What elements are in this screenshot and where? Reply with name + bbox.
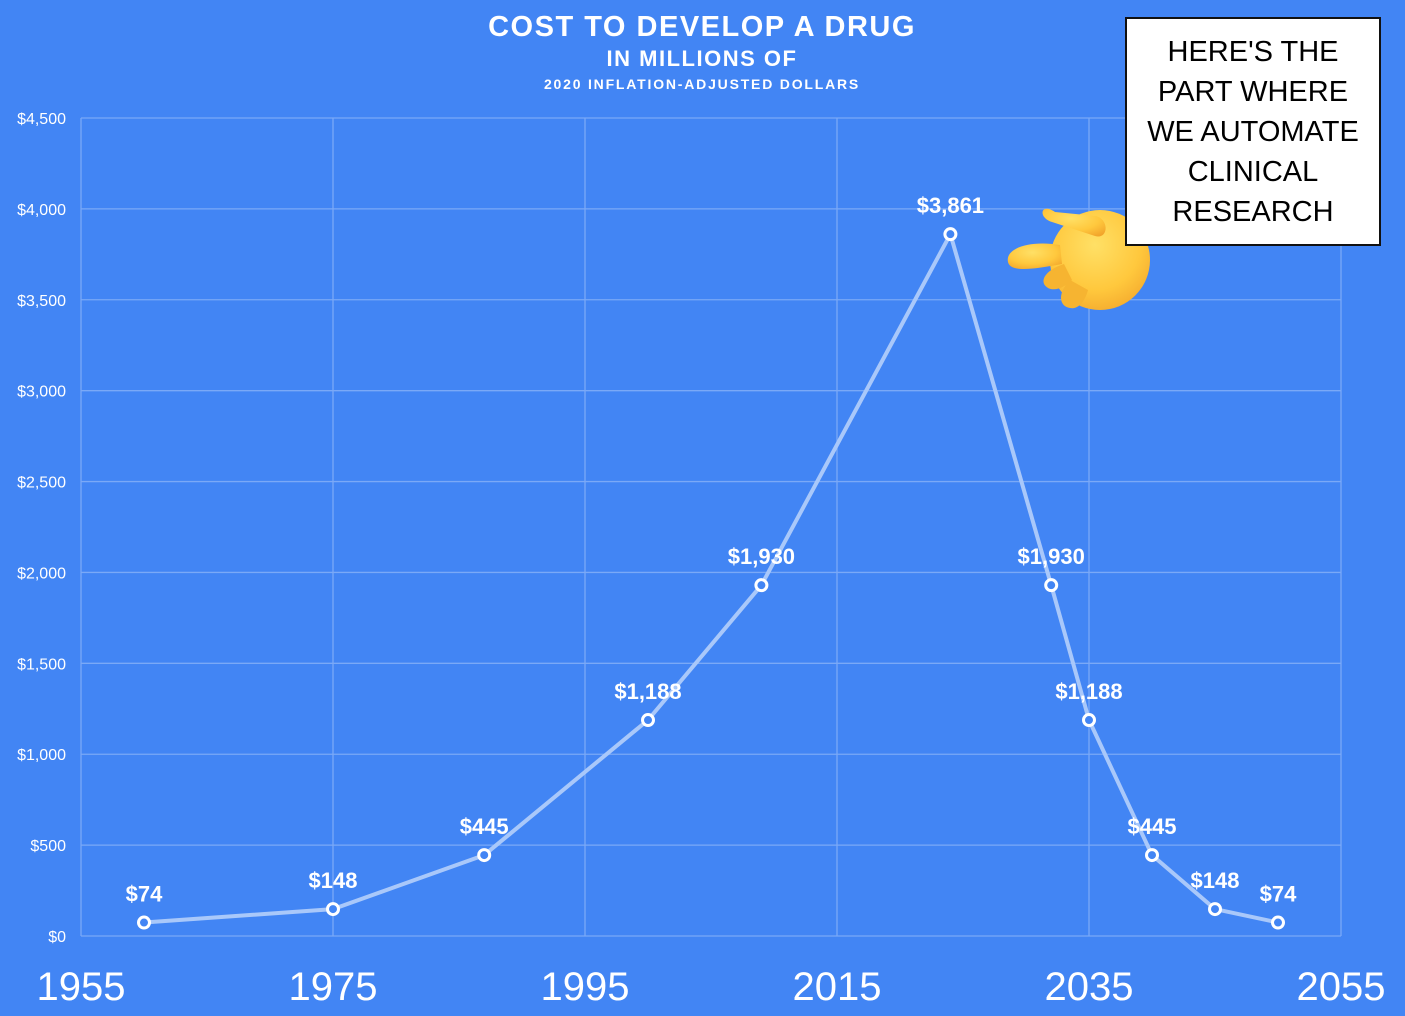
data-label-1: $148 xyxy=(309,868,358,893)
y-tick-label-1: $500 xyxy=(30,838,66,855)
data-label-2: $445 xyxy=(460,814,509,839)
x-axis-tick-labels: 1955 1975 1995 2015 2035 2055 xyxy=(37,965,1386,1009)
x-tick-label-5: 2055 xyxy=(1297,965,1386,1009)
y-tick-label-8: $4,000 xyxy=(17,202,66,219)
y-tick-label-5: $2,500 xyxy=(17,475,66,492)
y-tick-label-4: $2,000 xyxy=(17,565,66,582)
data-label-0: $74 xyxy=(126,882,163,907)
data-label-9: $148 xyxy=(1191,868,1240,893)
data-label-3: $1,188 xyxy=(614,679,681,704)
chart-gridlines xyxy=(80,117,1342,937)
data-point-5 xyxy=(943,227,958,242)
pointing-hand-icon xyxy=(1007,208,1150,310)
series-line-group xyxy=(137,227,1285,930)
data-point-3 xyxy=(641,713,655,728)
data-label-6: $1,930 xyxy=(1018,544,1085,569)
data-point-9 xyxy=(1208,902,1222,917)
x-tick-label-3: 2015 xyxy=(793,965,882,1009)
y-tick-label-2: $1,000 xyxy=(17,747,66,764)
series-line-0 xyxy=(143,232,1279,925)
callout-text: HERE'S THE PART WHERE WE AUTOMATE CLINIC… xyxy=(1147,35,1359,228)
y-axis-tick-labels: $0 $500 $1,000 $1,500 $2,000 $2,500 $3,000 $3,5… xyxy=(17,111,66,946)
y-tick-label-9: $4,500 xyxy=(17,111,66,128)
y-tick-label-7: $3,500 xyxy=(17,293,66,310)
chart-title: COST TO DEVELOP A DRUG xyxy=(488,11,916,43)
data-point-8 xyxy=(1145,848,1159,863)
data-label-4: $1,930 xyxy=(728,544,795,569)
data-labels: $74 $148 $445 $1,188 $1,930 $3,861 $1,930 $1,18… xyxy=(126,193,1297,906)
data-label-7: $1,188 xyxy=(1055,679,1122,704)
y-tick-label-0: $0 xyxy=(48,929,66,946)
x-tick-label-1: 1975 xyxy=(289,965,378,1009)
data-point-4 xyxy=(754,578,769,593)
data-label-10: $74 xyxy=(1260,882,1297,907)
data-point-1 xyxy=(326,902,340,917)
chart-subtitle: IN MILLIONS OF xyxy=(607,46,798,71)
x-tick-label-0: 1955 xyxy=(37,965,126,1009)
data-label-8: $445 xyxy=(1128,814,1177,839)
data-point-0 xyxy=(137,915,151,930)
x-tick-label-2: 1995 xyxy=(541,965,630,1009)
chart-subtitle-units: 2020 INFLATION-ADJUSTED DOLLARS xyxy=(544,76,860,92)
chart-titles: COST TO DEVELOP A DRUG IN MILLIONS OF 20… xyxy=(488,11,916,92)
y-tick-label-6: $3,000 xyxy=(17,384,66,401)
data-point-10 xyxy=(1271,915,1285,930)
x-tick-label-4: 2035 xyxy=(1045,965,1134,1009)
data-label-5: $3,861 xyxy=(917,193,984,218)
data-point-7 xyxy=(1082,713,1096,728)
y-tick-label-3: $1,500 xyxy=(17,656,66,673)
callout-box: HERE'S THE PART WHERE WE AUTOMATE CLINIC… xyxy=(1125,17,1381,246)
data-point-6 xyxy=(1044,578,1059,593)
data-point-2 xyxy=(477,848,492,863)
